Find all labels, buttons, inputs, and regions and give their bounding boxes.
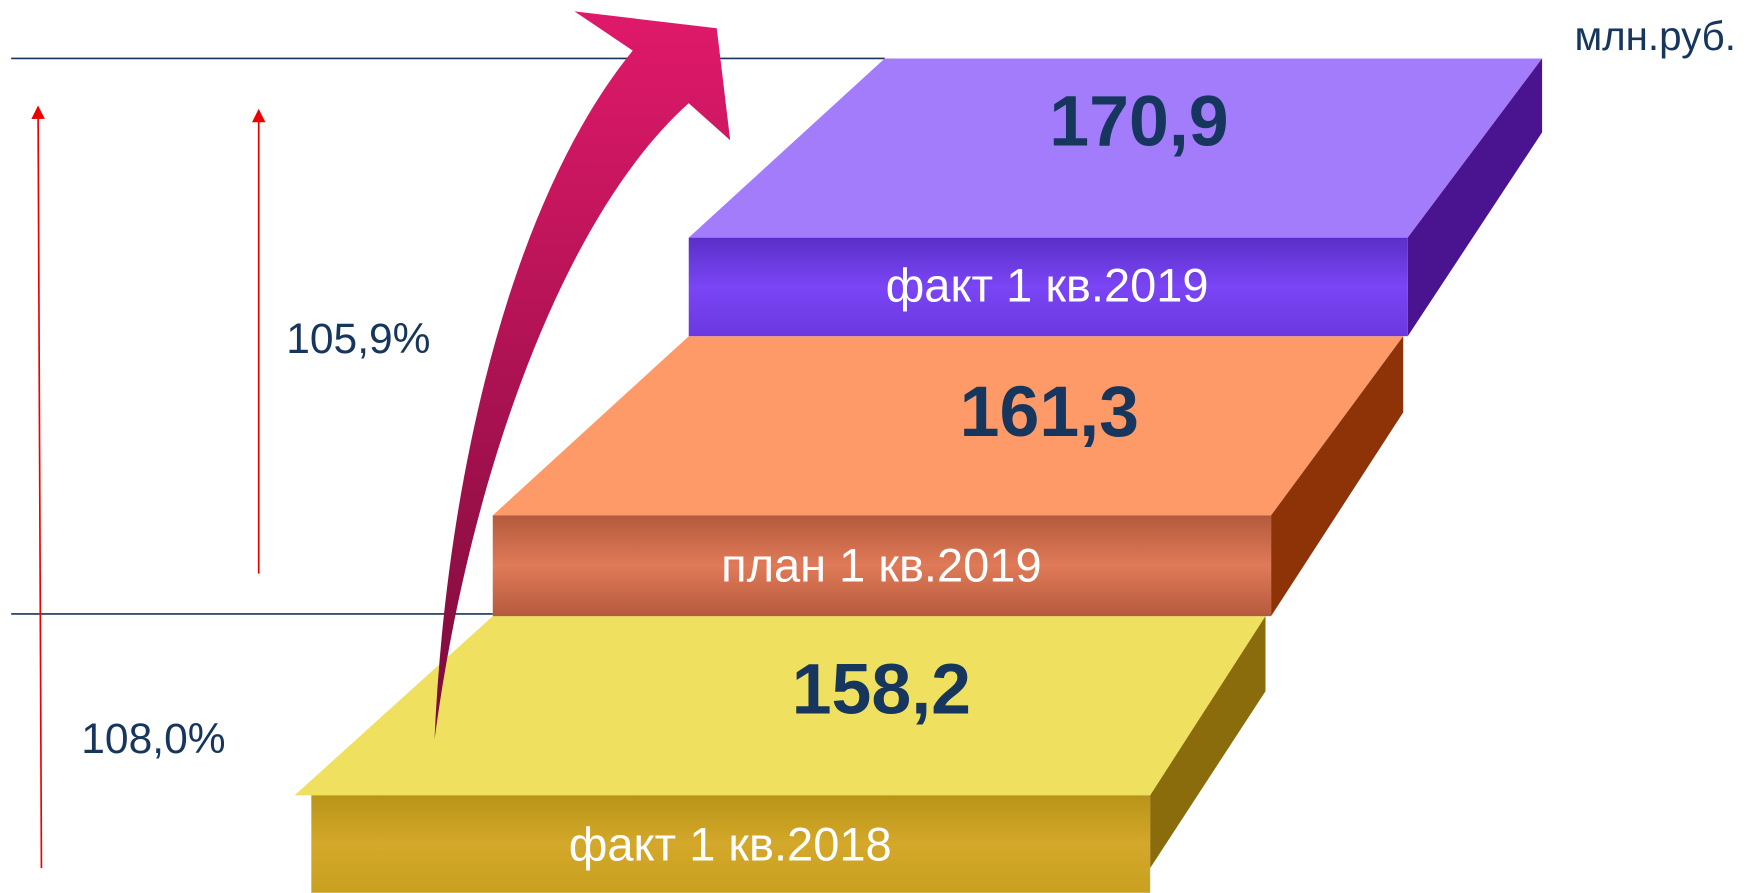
page: {"unit": "млн.руб.", "steps": [ {"label"…	[0, 0, 1756, 893]
step-top	[493, 336, 1403, 515]
step-label: факт 1 кв.2019	[886, 259, 1209, 312]
step-value: 158,2	[792, 649, 971, 729]
step-top	[295, 616, 1266, 795]
unit: млн.руб.	[1574, 14, 1736, 59]
step-value: 170,9	[1049, 82, 1228, 162]
growth-arrow	[38, 112, 41, 868]
step-label: факт 1 кв.2018	[569, 817, 892, 870]
step-value: 161,3	[960, 372, 1139, 452]
diagram: млн.руб. 105,9% 108,0% 158,2 факт 1 кв.2…	[0, 0, 1756, 893]
percent-label: 108,0%	[81, 715, 225, 763]
percent-label: 105,9%	[286, 315, 430, 363]
step-label: план 1 кв.2019	[721, 539, 1041, 592]
